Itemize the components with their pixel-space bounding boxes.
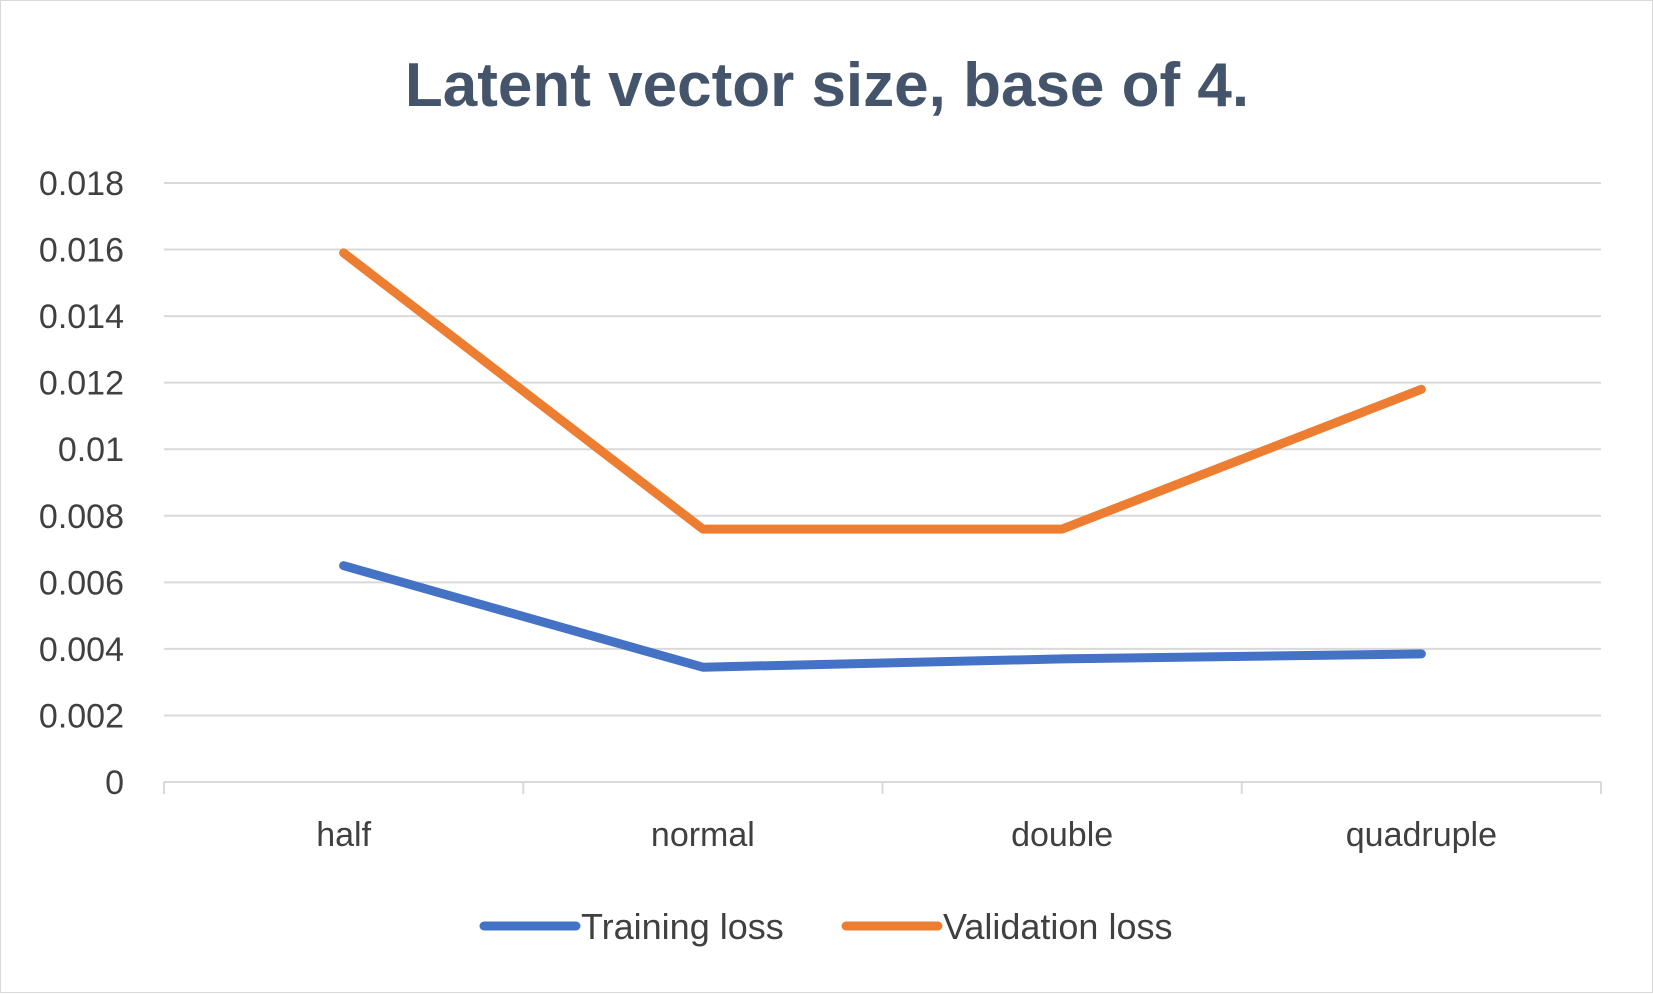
- series-line-1: [339, 248, 1426, 534]
- y-tick-label: 0.018: [39, 165, 124, 203]
- y-axis-tick-labels: 0 0.002 0.004 0.006 0.008 0.01 0.012 0.014 0.016…: [39, 165, 124, 802]
- y-tick-label: 0.002: [39, 697, 124, 735]
- x-tick-label: normal: [651, 816, 755, 854]
- legend-label: Training loss: [581, 906, 784, 947]
- series-lines: [339, 248, 1426, 672]
- legend: Training loss Validation loss: [479, 906, 1172, 947]
- x-tick-label: quadruple: [1346, 816, 1497, 854]
- x-tick-label: double: [1011, 816, 1113, 854]
- x-axis-tick-labels: half normal double quadruple: [316, 816, 1497, 854]
- x-axis: [163, 781, 1602, 794]
- y-tick-label: 0.012: [39, 365, 124, 403]
- y-tick-label: 0.006: [39, 564, 124, 602]
- y-tick-label: 0.014: [39, 298, 124, 336]
- gridlines: [164, 182, 1601, 717]
- legend-label: Validation loss: [943, 906, 1172, 947]
- y-tick-label: 0.008: [39, 498, 124, 536]
- series-line-0: [339, 561, 1426, 672]
- y-tick-label: 0: [105, 764, 124, 802]
- y-tick-label: 0.004: [39, 631, 124, 669]
- y-tick-label: 0.016: [39, 232, 124, 270]
- x-tick-label: half: [316, 816, 371, 854]
- y-tick-label: 0.01: [58, 431, 124, 469]
- chart-title: Latent vector size, base of 4.: [405, 51, 1249, 120]
